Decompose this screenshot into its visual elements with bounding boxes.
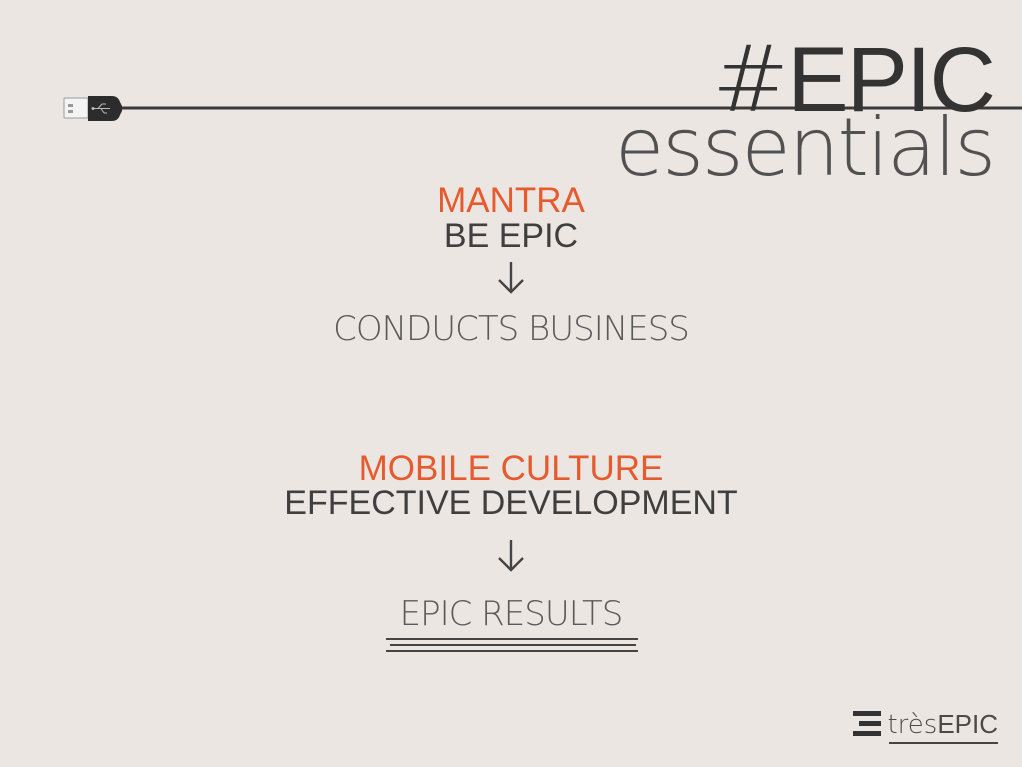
section1-label: MANTRA	[437, 181, 585, 220]
title-hash: #	[712, 26, 789, 133]
title-epic-word: EPIC	[787, 29, 996, 131]
section2-label: MOBILE CULTURE	[358, 449, 664, 488]
title-epic: #EPIC	[712, 34, 996, 127]
down-arrow-icon	[498, 262, 524, 294]
logo-epic: EPIC	[937, 708, 998, 739]
section2-line: EFFECTIVE DEVELOPMENT	[284, 484, 738, 522]
logo-underline	[889, 741, 998, 744]
section1-result: CONDUCTS BUSINESS	[333, 309, 690, 349]
tresepic-logo-icon	[853, 711, 882, 736]
down-arrow-icon	[498, 540, 524, 572]
result-underline-2	[390, 644, 636, 646]
result-underline-1	[386, 638, 638, 640]
logo-text: trèsEPIC	[887, 708, 998, 744]
logo-tres: très	[887, 709, 938, 740]
usb-cable-icon	[63, 96, 1022, 121]
section1-line: BE EPIC	[443, 217, 579, 255]
tresepic-logo: trèsEPIC	[853, 704, 998, 744]
title-essentials: essentials	[614, 101, 996, 194]
section2-result: EPIC RESULTS	[399, 594, 624, 634]
result-underline-3	[386, 650, 638, 652]
